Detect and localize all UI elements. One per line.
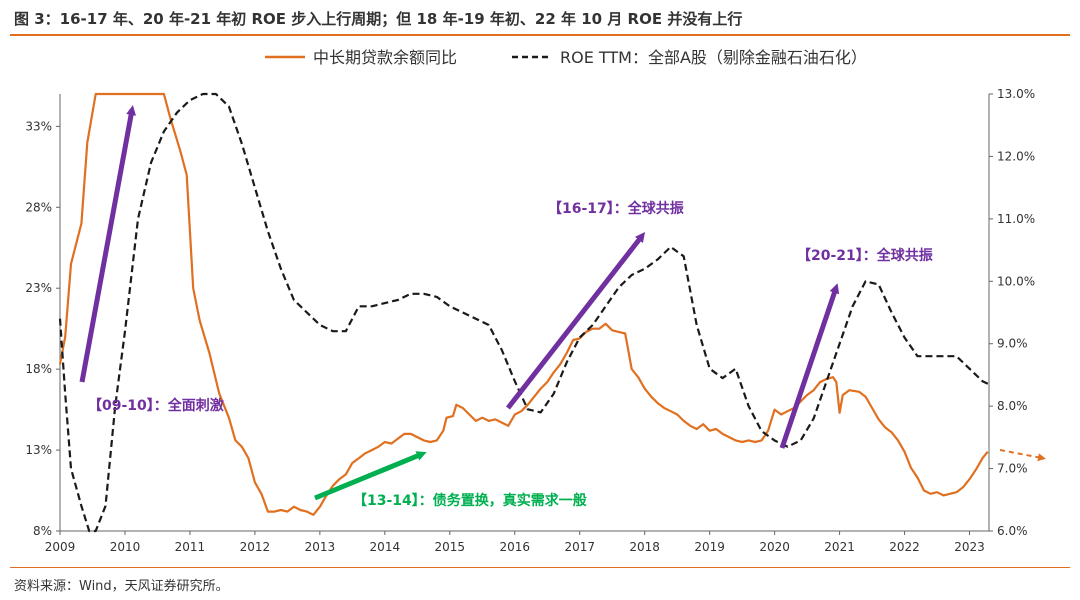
x-tick-label: 2018 (629, 540, 660, 554)
x-tick-label: 2016 (499, 540, 530, 554)
x-tick-label: 2010 (110, 540, 141, 554)
right-tick-label: 13.0% (997, 87, 1035, 101)
x-tick-label: 2014 (370, 540, 401, 554)
x-axis-ticks: 2009 2010 2011 2012 2013 2014 2015 2016 2017 2018… (45, 531, 985, 554)
annotation-16-17: 【16-17】：全球共振 (548, 200, 684, 217)
forecast-arrow (999, 449, 1046, 462)
right-axis-ticks: 6.0% 7.0% 8.0% 9.0% 10.0% 11.0% 12.0% 13.0% (989, 87, 1035, 538)
x-tick-label: 2021 (824, 540, 855, 554)
series-layer (58, 92, 990, 533)
arrow-13-14 (314, 451, 427, 501)
right-tick-label: 6.0% (997, 524, 1028, 538)
x-tick-label: 2022 (889, 540, 920, 554)
title-rule (10, 34, 1070, 36)
right-tick-label: 8.0% (997, 399, 1028, 413)
annotation-09-10: 【09-10】：全面刺激 (88, 397, 224, 414)
x-tick-label: 2009 (45, 540, 76, 554)
arrow-20-21 (779, 283, 840, 449)
right-tick-label: 9.0% (997, 337, 1028, 351)
right-tick-label: 10.0% (997, 274, 1035, 288)
right-tick-label: 11.0% (997, 212, 1035, 226)
x-tick-label: 2011 (175, 540, 206, 554)
x-tick-label: 2019 (694, 540, 725, 554)
arrow-09-10 (79, 105, 137, 383)
legend-label-roe: ROE TTM：全部A股（剔除金融石油石化） (560, 48, 867, 67)
x-tick-label: 2013 (305, 540, 336, 554)
footer-rule (10, 567, 1070, 568)
x-tick-label: 2012 (240, 540, 271, 554)
right-tick-label: 7.0% (997, 462, 1028, 476)
series-line-roe-ttm (58, 92, 990, 533)
source-note: 资料来源：Wind，天风证券研究所。 (14, 579, 229, 594)
left-tick-label: 33% (25, 119, 52, 133)
x-tick-label: 2017 (564, 540, 595, 554)
series-line-loan-growth (58, 92, 989, 516)
left-tick-label: 23% (25, 281, 52, 295)
left-tick-label: 18% (25, 362, 52, 376)
figure-title: 图 3：16-17 年、20 年-21 年初 ROE 步入上行周期；但 18 年… (14, 10, 743, 28)
x-tick-label: 2015 (435, 540, 466, 554)
annotation-13-14: 【13-14】：债务置换，真实需求一般 (353, 492, 587, 509)
annotation-20-21: 【20-21】：全球共振 (797, 247, 933, 264)
arrow-16-17 (506, 232, 646, 410)
legend: 中长期贷款余额同比 ROE TTM：全部A股（剔除金融石油石化） (265, 48, 867, 67)
left-axis-ticks: 8% 13% 18% 23% 28% 33% (25, 119, 60, 538)
left-tick-label: 28% (25, 200, 52, 214)
left-tick-label: 8% (33, 524, 52, 538)
legend-label-loan: 中长期贷款余额同比 (313, 48, 457, 67)
right-tick-label: 12.0% (997, 149, 1035, 163)
left-tick-label: 13% (25, 443, 52, 457)
x-tick-label: 2020 (759, 540, 790, 554)
x-tick-label: 2023 (954, 540, 985, 554)
